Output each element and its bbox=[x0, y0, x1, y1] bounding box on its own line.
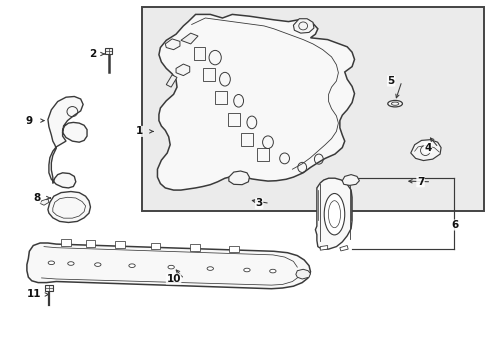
Polygon shape bbox=[40, 199, 49, 205]
Polygon shape bbox=[61, 239, 71, 246]
Polygon shape bbox=[339, 246, 347, 251]
Polygon shape bbox=[27, 243, 310, 289]
Polygon shape bbox=[45, 285, 53, 291]
Text: 11: 11 bbox=[27, 289, 41, 300]
Text: 2: 2 bbox=[89, 49, 96, 59]
Bar bbox=[142, 7, 483, 211]
Polygon shape bbox=[166, 75, 177, 87]
Polygon shape bbox=[165, 39, 180, 50]
Text: 3: 3 bbox=[255, 198, 262, 208]
Ellipse shape bbox=[269, 269, 275, 273]
Polygon shape bbox=[189, 244, 199, 251]
Ellipse shape bbox=[67, 262, 74, 265]
Polygon shape bbox=[85, 240, 95, 247]
Polygon shape bbox=[181, 33, 198, 44]
Polygon shape bbox=[410, 140, 440, 161]
Polygon shape bbox=[157, 14, 354, 190]
Polygon shape bbox=[320, 246, 327, 250]
Bar bbox=[241, 133, 252, 146]
Polygon shape bbox=[104, 48, 112, 54]
Text: 6: 6 bbox=[450, 220, 457, 230]
Ellipse shape bbox=[243, 268, 249, 272]
Text: 5: 5 bbox=[387, 76, 394, 86]
Polygon shape bbox=[295, 269, 310, 279]
Text: 9: 9 bbox=[26, 116, 33, 126]
Bar bbox=[215, 91, 226, 104]
Bar bbox=[203, 68, 215, 81]
Ellipse shape bbox=[387, 100, 402, 107]
Text: 1: 1 bbox=[136, 126, 142, 136]
Ellipse shape bbox=[129, 264, 135, 267]
Bar bbox=[257, 148, 268, 161]
Polygon shape bbox=[48, 192, 90, 222]
Ellipse shape bbox=[95, 263, 101, 266]
Bar bbox=[193, 47, 205, 60]
Polygon shape bbox=[150, 243, 160, 249]
Ellipse shape bbox=[168, 265, 174, 269]
Text: 4: 4 bbox=[423, 143, 431, 153]
Polygon shape bbox=[315, 178, 351, 249]
Polygon shape bbox=[342, 175, 359, 185]
Polygon shape bbox=[228, 171, 249, 185]
Polygon shape bbox=[115, 241, 124, 248]
Ellipse shape bbox=[324, 194, 344, 235]
Polygon shape bbox=[176, 64, 189, 76]
Text: 10: 10 bbox=[166, 274, 181, 284]
Ellipse shape bbox=[48, 261, 54, 265]
Bar bbox=[227, 113, 239, 126]
Text: 8: 8 bbox=[33, 193, 40, 203]
Ellipse shape bbox=[207, 267, 213, 270]
Text: 7: 7 bbox=[416, 177, 424, 187]
Polygon shape bbox=[48, 96, 87, 188]
Polygon shape bbox=[228, 246, 238, 252]
Polygon shape bbox=[293, 19, 313, 33]
